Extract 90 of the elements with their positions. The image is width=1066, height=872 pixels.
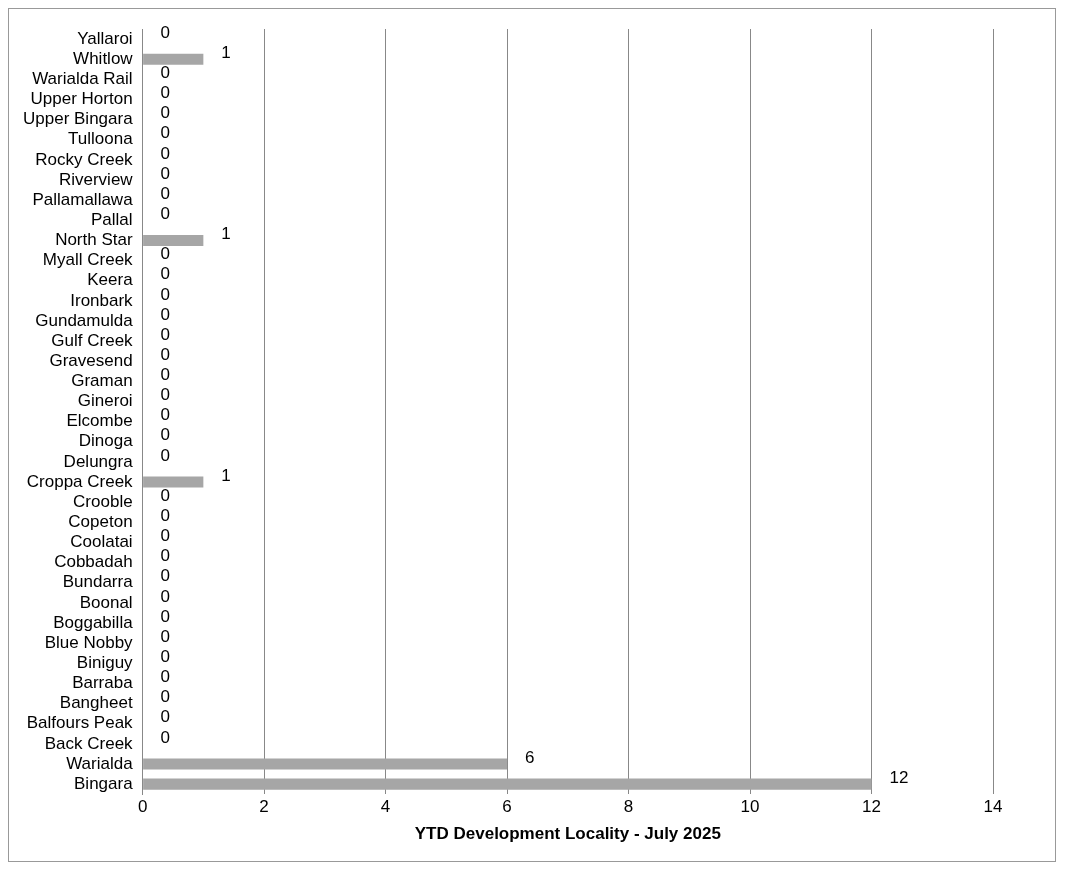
data-label: 0	[160, 485, 171, 505]
data-label: 0	[160, 586, 171, 606]
y-tick-label: Crooble	[73, 491, 133, 511]
y-tick-label: Croppa Creek	[26, 471, 134, 491]
y-tick-label: Upper Horton	[30, 89, 133, 109]
data-label: 12	[889, 767, 909, 787]
y-tick-label: Coolatai	[70, 532, 133, 552]
y-tick-label: Yallaroi	[77, 28, 133, 48]
y-tick-label: Whitlow	[73, 48, 134, 68]
x-tick-label: 6	[502, 797, 512, 817]
y-tick-label: Bangheet	[59, 693, 133, 713]
y-tick-label: Gineroi	[77, 391, 133, 411]
y-tick-label: Pallamallawa	[32, 189, 134, 209]
data-label: 0	[160, 727, 171, 747]
data-label: 0	[160, 103, 171, 123]
data-label: 0	[160, 264, 171, 284]
y-tick-label: Bundarra	[62, 572, 134, 592]
data-label: 0	[160, 163, 171, 183]
data-label: 0	[160, 143, 171, 163]
bar	[143, 53, 204, 65]
y-tick-label: Gulf Creek	[51, 330, 134, 350]
data-label: 0	[160, 244, 171, 264]
y-tick-label: Boggabilla	[53, 612, 134, 632]
data-label: 0	[160, 546, 171, 566]
data-label: 0	[160, 566, 171, 586]
data-label: 0	[160, 526, 171, 546]
y-tick-label: Warialda	[66, 753, 134, 773]
x-tick-label: 12	[862, 797, 881, 817]
y-tick-label: Ironbark	[70, 290, 134, 310]
y-tick-label: Riverview	[58, 169, 134, 189]
bar	[143, 778, 872, 790]
data-label: 0	[160, 425, 171, 445]
y-tick-label: Blue Nobby	[44, 632, 134, 652]
data-label: 0	[160, 324, 171, 344]
bar	[143, 234, 204, 246]
y-tick-label: Biniguy	[76, 653, 134, 672]
y-tick-label: Dinoga	[78, 431, 134, 451]
y-tick-label: Upper Bingara	[23, 109, 134, 129]
y-tick-label: Balfours Peak	[26, 713, 134, 733]
y-tick-label: Graman	[71, 371, 133, 391]
data-label: 0	[160, 123, 171, 143]
x-tick-label: 4	[380, 797, 391, 817]
y-tick-label: Pallal	[91, 209, 133, 229]
data-label: 0	[160, 22, 171, 42]
y-tick-label: Delungra	[63, 451, 134, 471]
data-label: 0	[160, 344, 171, 364]
data-label: 1	[221, 224, 231, 244]
y-tick-label: North Star	[55, 230, 133, 250]
y-tick-label: Copeton	[68, 512, 133, 532]
y-tick-label: Barraba	[72, 673, 134, 693]
data-label: 0	[160, 284, 171, 304]
data-label: 0	[160, 626, 171, 646]
y-tick-label: Tulloona	[68, 129, 134, 149]
data-label: 0	[160, 203, 171, 223]
y-tick-label: Keera	[87, 270, 134, 290]
data-label: 1	[221, 465, 231, 485]
y-tick-label: Elcombe	[66, 411, 133, 431]
x-tick-label: 0	[137, 797, 148, 817]
y-tick-label: Bingara	[74, 773, 134, 793]
data-label: 0	[160, 183, 171, 203]
data-label: 0	[160, 405, 171, 425]
x-tick-label: 14	[983, 797, 1003, 817]
data-label: 0	[160, 667, 171, 687]
data-label: 0	[160, 606, 171, 626]
data-label: 0	[160, 83, 171, 103]
data-label: 6	[525, 747, 535, 767]
data-label: 0	[160, 445, 171, 465]
data-label: 0	[160, 687, 171, 707]
data-label: 0	[160, 63, 171, 83]
data-label: 0	[160, 365, 171, 385]
data-label: 0	[160, 385, 171, 405]
y-tick-label: Gundamulda	[35, 310, 134, 330]
y-tick-label: Back Creek	[44, 733, 134, 753]
x-axis-title: YTD Development Locality - July 2025	[414, 824, 721, 844]
bar	[143, 476, 204, 488]
y-tick-label: Myall Creek	[42, 250, 134, 270]
x-tick-label: 8	[623, 797, 634, 817]
data-label: 1	[221, 42, 231, 62]
data-label: 0	[160, 506, 171, 526]
data-label: 0	[160, 647, 171, 666]
y-tick-label: Warialda Rail	[32, 69, 133, 89]
x-tick-label: 10	[740, 797, 760, 817]
y-tick-label: Gravesend	[49, 350, 133, 370]
x-tick-label: 2	[259, 797, 269, 817]
y-tick-label: Boonal	[79, 592, 133, 612]
y-tick-label: Cobbadah	[54, 552, 133, 572]
data-label: 0	[160, 707, 171, 727]
y-tick-label: Rocky Creek	[35, 149, 134, 169]
data-label: 0	[160, 304, 171, 324]
bar	[143, 758, 508, 770]
